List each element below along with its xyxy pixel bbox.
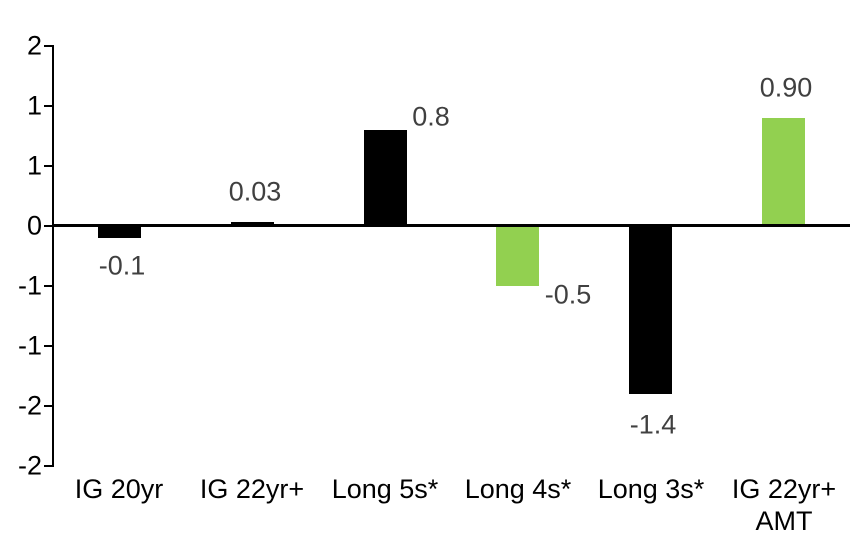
y-axis-tick (44, 405, 52, 407)
bar-ig-22yr-amt (762, 118, 805, 226)
x-tick-label-ig-22yr: IG 22yr+ (199, 474, 305, 504)
bar-value-label: 0.03 (228, 176, 282, 207)
bar-value-label: -0.1 (98, 250, 146, 281)
bar-ig-20yr (98, 226, 141, 238)
bar-value-label: 0.8 (412, 101, 450, 132)
bar-long-4s (496, 226, 539, 286)
y-tick-label: 1 (26, 90, 42, 121)
x-tick-label-long-5s: Long 5s* (331, 474, 439, 504)
y-tick-label: 0 (26, 210, 42, 241)
y-axis-tick (44, 345, 52, 347)
y-axis-tick (44, 45, 52, 47)
y-axis-tick (44, 465, 52, 467)
y-axis-tick (44, 105, 52, 107)
bar-long-5s (364, 130, 407, 226)
bar-value-label: -0.5 (544, 279, 592, 310)
y-tick-label: 1 (26, 150, 42, 181)
bar-value-label: 0.90 (759, 72, 813, 103)
x-tick-label-long-4s: Long 4s* (464, 474, 572, 504)
y-tick-label: -2 (17, 390, 42, 421)
y-axis-tick (44, 285, 52, 287)
y-tick-label: 2 (26, 30, 42, 61)
x-tick-label-ig-22yr-amt: IG 22yr+ AMT (731, 474, 837, 536)
bar-long-3s (629, 226, 672, 394)
zero-baseline (52, 224, 850, 227)
y-tick-label: -2 (17, 450, 42, 481)
x-tick-label-ig-20yr: IG 20yr (74, 474, 164, 504)
y-tick-label: -1 (17, 270, 42, 301)
x-tick-label-long-3s: Long 3s* (597, 474, 705, 504)
y-axis-line (52, 45, 54, 467)
y-tick-label: -1 (17, 330, 42, 361)
y-axis-tick (44, 225, 52, 227)
y-axis-tick (44, 165, 52, 167)
bar-value-label: -1.4 (629, 409, 677, 440)
